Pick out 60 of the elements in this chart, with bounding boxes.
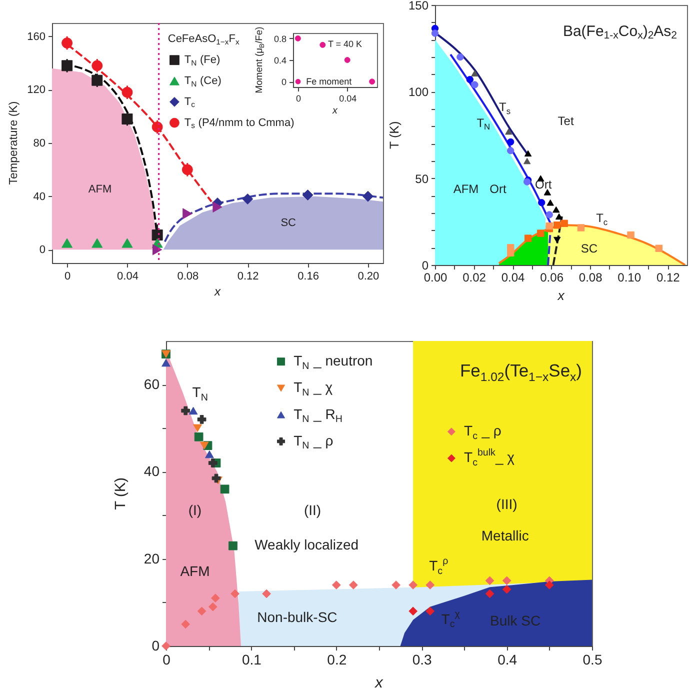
- annotation: Bulk SC: [490, 612, 541, 628]
- y-tick-label: 80: [33, 138, 46, 150]
- y-tick-label: 0: [281, 77, 286, 88]
- annotation: Tet: [558, 114, 574, 128]
- x-tick-label: 0: [162, 652, 171, 668]
- x-tick-label: 0.04: [501, 270, 526, 284]
- x-tick-label: 0.5: [582, 652, 602, 668]
- x-tick-label: 0.08: [578, 270, 603, 284]
- y-tick-label: 120: [27, 84, 46, 96]
- annotation: Non-bulk-SC: [257, 609, 338, 626]
- x-tick-label: 0.12: [237, 270, 259, 282]
- y-tick-label: 160: [27, 30, 46, 43]
- annotation: Metallic: [481, 528, 529, 544]
- x-tick-label: 0.2: [327, 652, 347, 668]
- annotation: AFM: [453, 182, 479, 196]
- y-tick-label: 0: [422, 258, 429, 272]
- y-tick-label: 40: [144, 463, 160, 480]
- x-tick-label: 0.00: [424, 270, 448, 284]
- x-tick-label: 0.12: [656, 270, 680, 284]
- x-tick-label: 0.10: [618, 270, 642, 284]
- x-tick-label: 0.20: [358, 270, 380, 282]
- x-axis-title: x: [213, 284, 222, 299]
- x-tick-label: 0.16: [298, 270, 319, 282]
- x-tick-label: 0.02: [462, 270, 486, 284]
- y-tick-label: 100: [408, 85, 429, 100]
- y-tick-label: 0: [39, 244, 46, 256]
- x-tick-label: 0.4: [498, 652, 518, 668]
- y-tick-label: 20: [144, 550, 160, 566]
- annotation: Ort: [490, 182, 507, 196]
- x-axis-title: x: [332, 105, 339, 116]
- annotation: T = 40 K: [328, 38, 362, 49]
- x-axis-title: x: [556, 288, 565, 304]
- y-axis-title: Temperature (K): [8, 101, 20, 185]
- y-tick-label: 0.8: [274, 34, 286, 44]
- x-tick-label: 0.04: [117, 270, 138, 282]
- y-tick-label: 60: [144, 376, 160, 392]
- annotation: AFM: [88, 184, 112, 196]
- y-tick-label: 150: [408, 0, 429, 12]
- x-tick-label: 0.06: [540, 270, 564, 284]
- y-tick-label: 0.4: [274, 56, 286, 66]
- annotation: Ort: [535, 177, 552, 192]
- x-tick-label: 0: [64, 270, 71, 282]
- y-axis-title: T (K): [113, 477, 130, 510]
- x-tick-label: 0.1: [242, 652, 262, 668]
- annotation: AFM: [180, 562, 210, 579]
- x-axis-title: x: [374, 674, 384, 692]
- x-tick-label: 0.3: [412, 652, 432, 668]
- legend-label: Fe moment: [306, 76, 352, 87]
- x-tick-label: 0.04: [339, 94, 357, 104]
- annotation: (I): [188, 502, 202, 518]
- y-tick-label: 0: [152, 638, 160, 654]
- y-tick-label: 40: [33, 190, 46, 203]
- y-axis-title: T (K): [388, 121, 402, 149]
- x-tick-label: 0.08: [177, 270, 199, 282]
- y-tick-label: 50: [415, 172, 429, 186]
- annotation: Weakly localized: [254, 536, 359, 553]
- annotation: SC: [580, 241, 598, 256]
- annotation: (III): [496, 496, 518, 512]
- annotation: SC: [280, 216, 296, 229]
- annotation: (II): [304, 502, 322, 518]
